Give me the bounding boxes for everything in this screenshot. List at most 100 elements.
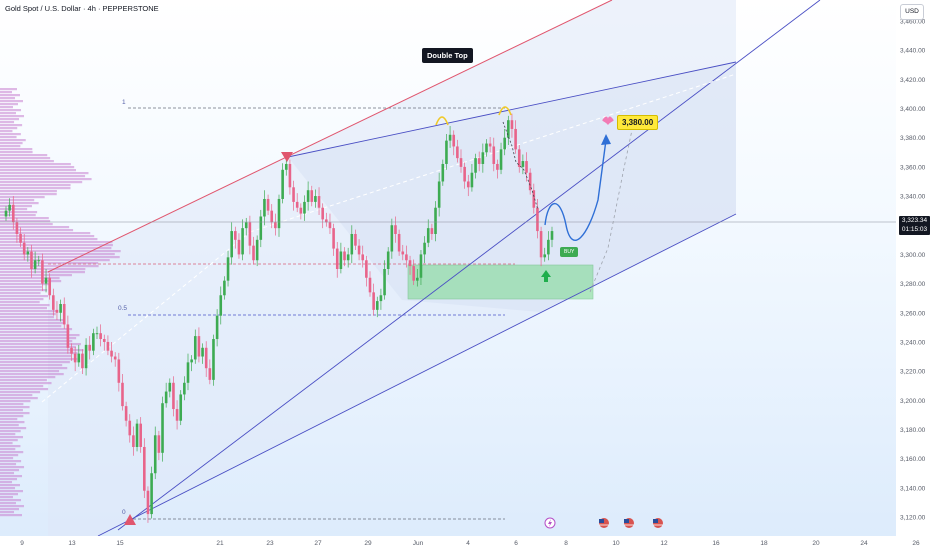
- candle-body: [102, 339, 106, 342]
- volume-profile-bar: [0, 235, 95, 238]
- heart-icon[interactable]: [602, 116, 614, 125]
- volume-profile-bar: [0, 256, 120, 259]
- candle-body: [223, 280, 226, 296]
- candle-body: [448, 134, 452, 141]
- us-flag-icon[interactable]: [624, 518, 634, 528]
- price-tick-label: 3,120.00: [900, 515, 926, 522]
- buy-label[interactable]: BUY: [560, 247, 579, 257]
- symbol-title[interactable]: Gold Spot / U.S. Dollar · 4h · PEPPERSTO…: [5, 4, 159, 13]
- volume-profile-bar: [0, 310, 58, 313]
- volume-profile-bar: [0, 490, 24, 493]
- volume-profile-bar: [0, 457, 14, 460]
- double-top-arc-left[interactable]: [435, 116, 449, 126]
- candle-body: [507, 120, 510, 138]
- candle-body: [510, 120, 514, 129]
- candle-body: [197, 336, 201, 357]
- volume-profile-bar: [0, 154, 48, 157]
- projection-path[interactable]: [544, 139, 607, 241]
- time-tick-label: 29: [364, 540, 372, 547]
- volume-profile-bar: [0, 94, 21, 97]
- candle-body: [517, 149, 521, 167]
- candle-body: [26, 251, 30, 255]
- time-tick-label: 27: [314, 540, 322, 547]
- volume-profile-bar: [0, 217, 49, 220]
- candle-body: [314, 196, 317, 202]
- lightning-icon[interactable]: [544, 517, 556, 529]
- candle-body: [525, 161, 528, 173]
- volume-profile-bar: [0, 394, 33, 397]
- volume-profile-bar: [0, 361, 70, 364]
- candle-body: [466, 181, 470, 188]
- candle-body: [190, 359, 193, 363]
- candle-body: [310, 190, 314, 202]
- us-flag-icon[interactable]: [599, 518, 609, 528]
- double-top-arc-right[interactable]: [498, 106, 512, 116]
- candle-body: [33, 260, 37, 269]
- candle-body: [303, 201, 306, 214]
- candle-body: [434, 207, 437, 234]
- volume-profile-bar: [0, 400, 31, 403]
- candle-body: [52, 295, 55, 310]
- candle-body: [375, 301, 379, 310]
- volume-profile-bar: [0, 175, 86, 178]
- projection-arrow-icon: [601, 134, 611, 145]
- candle-body: [325, 219, 328, 223]
- channel-midline-left: [41, 231, 251, 403]
- channel-lower-line[interactable]: [97, 213, 737, 536]
- candle-body: [368, 277, 372, 293]
- target-price-label[interactable]: 3,380.00: [617, 115, 659, 130]
- candle-body: [70, 347, 73, 354]
- volume-profile-bar: [0, 442, 13, 445]
- volume-profile-bar: [0, 391, 41, 394]
- volume-profile-bar: [0, 187, 71, 190]
- demand-zone[interactable]: [407, 264, 594, 300]
- currency-button[interactable]: USD: [900, 4, 924, 20]
- candle-body: [405, 254, 408, 261]
- time-axis[interactable]: [0, 536, 932, 550]
- candle-body: [117, 359, 121, 383]
- up-triangle-icon[interactable]: [124, 514, 136, 525]
- volume-profile: [0, 88, 121, 517]
- volume-profile-bar: [0, 373, 64, 376]
- time-tick-label: 8: [564, 540, 568, 547]
- double-top-callout[interactable]: Double Top: [422, 48, 473, 63]
- volume-profile-bar: [0, 289, 48, 292]
- trendline-resistance[interactable]: [287, 61, 737, 158]
- volume-profile-bar: [0, 202, 39, 205]
- up-arrow-icon[interactable]: [541, 270, 551, 282]
- price-tick-label: 3,400.00: [900, 106, 926, 113]
- volume-profile-bar: [0, 247, 112, 250]
- volume-profile-bar: [0, 292, 41, 295]
- candle-body: [132, 435, 135, 447]
- candle-body: [270, 210, 274, 223]
- channel-fill: [48, 0, 736, 536]
- volume-profile-bar: [0, 424, 19, 427]
- volume-profile-bar: [0, 460, 22, 463]
- candle-body: [92, 333, 95, 351]
- trendline-support[interactable]: [117, 0, 821, 531]
- volume-profile-bar: [0, 511, 15, 514]
- volume-profile-bar: [0, 88, 17, 91]
- candle-body: [88, 344, 92, 351]
- candle-body: [299, 207, 303, 214]
- price-axis[interactable]: [896, 0, 932, 536]
- volume-profile-bar: [0, 163, 71, 166]
- candle-body: [128, 420, 132, 436]
- volume-profile-bar: [0, 160, 54, 163]
- candle-body: [306, 190, 310, 202]
- us-flag-icon[interactable]: [653, 518, 663, 528]
- candle-body: [408, 260, 412, 267]
- candle-body: [383, 269, 386, 296]
- volume-profile-bar: [0, 334, 80, 337]
- time-tick-label: 6: [514, 540, 518, 547]
- volume-profile-bar: [0, 487, 16, 490]
- channel-upper-line[interactable]: [47, 0, 613, 273]
- down-triangle-icon[interactable]: [281, 152, 293, 162]
- candle-body: [423, 242, 426, 255]
- volume-profile-bar: [0, 436, 24, 439]
- fib-label-0: 0: [122, 509, 126, 516]
- candle-body: [547, 239, 550, 255]
- volume-profile-bar: [0, 286, 42, 289]
